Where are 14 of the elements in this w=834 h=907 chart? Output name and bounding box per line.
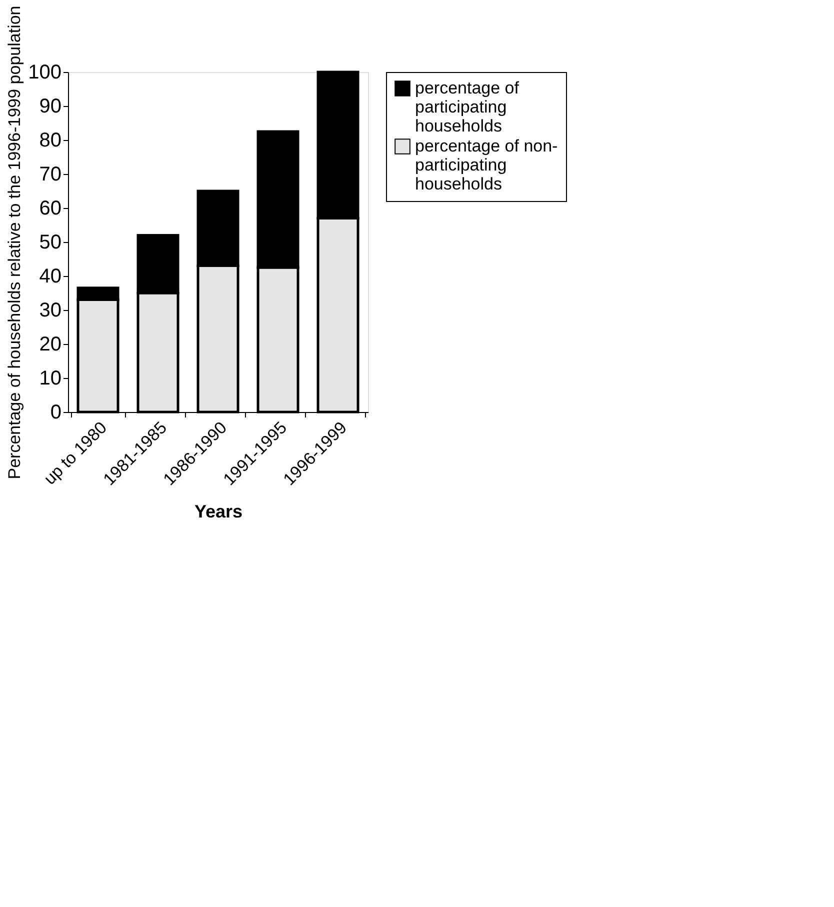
y-tick-label: 100 [28, 62, 62, 84]
y-tick-label: 30 [39, 300, 62, 322]
y-tick-label: 0 [50, 402, 62, 424]
legend-label: percentage of non-participating households [415, 136, 558, 194]
y-tick-label: 40 [39, 266, 62, 288]
y-axis-title: Percentage of households relative to the 1996-1999 population [5, 6, 24, 480]
y-tick-label: 60 [39, 198, 62, 220]
y-tick-label: 80 [39, 130, 62, 152]
y-tick-label: 50 [39, 232, 62, 254]
y-tick-label: 20 [39, 334, 62, 356]
x-axis-title: Years [194, 501, 243, 522]
y-tick-label: 70 [39, 164, 62, 186]
y-tick-label: 90 [39, 96, 62, 118]
y-tick-label: 10 [39, 368, 62, 390]
